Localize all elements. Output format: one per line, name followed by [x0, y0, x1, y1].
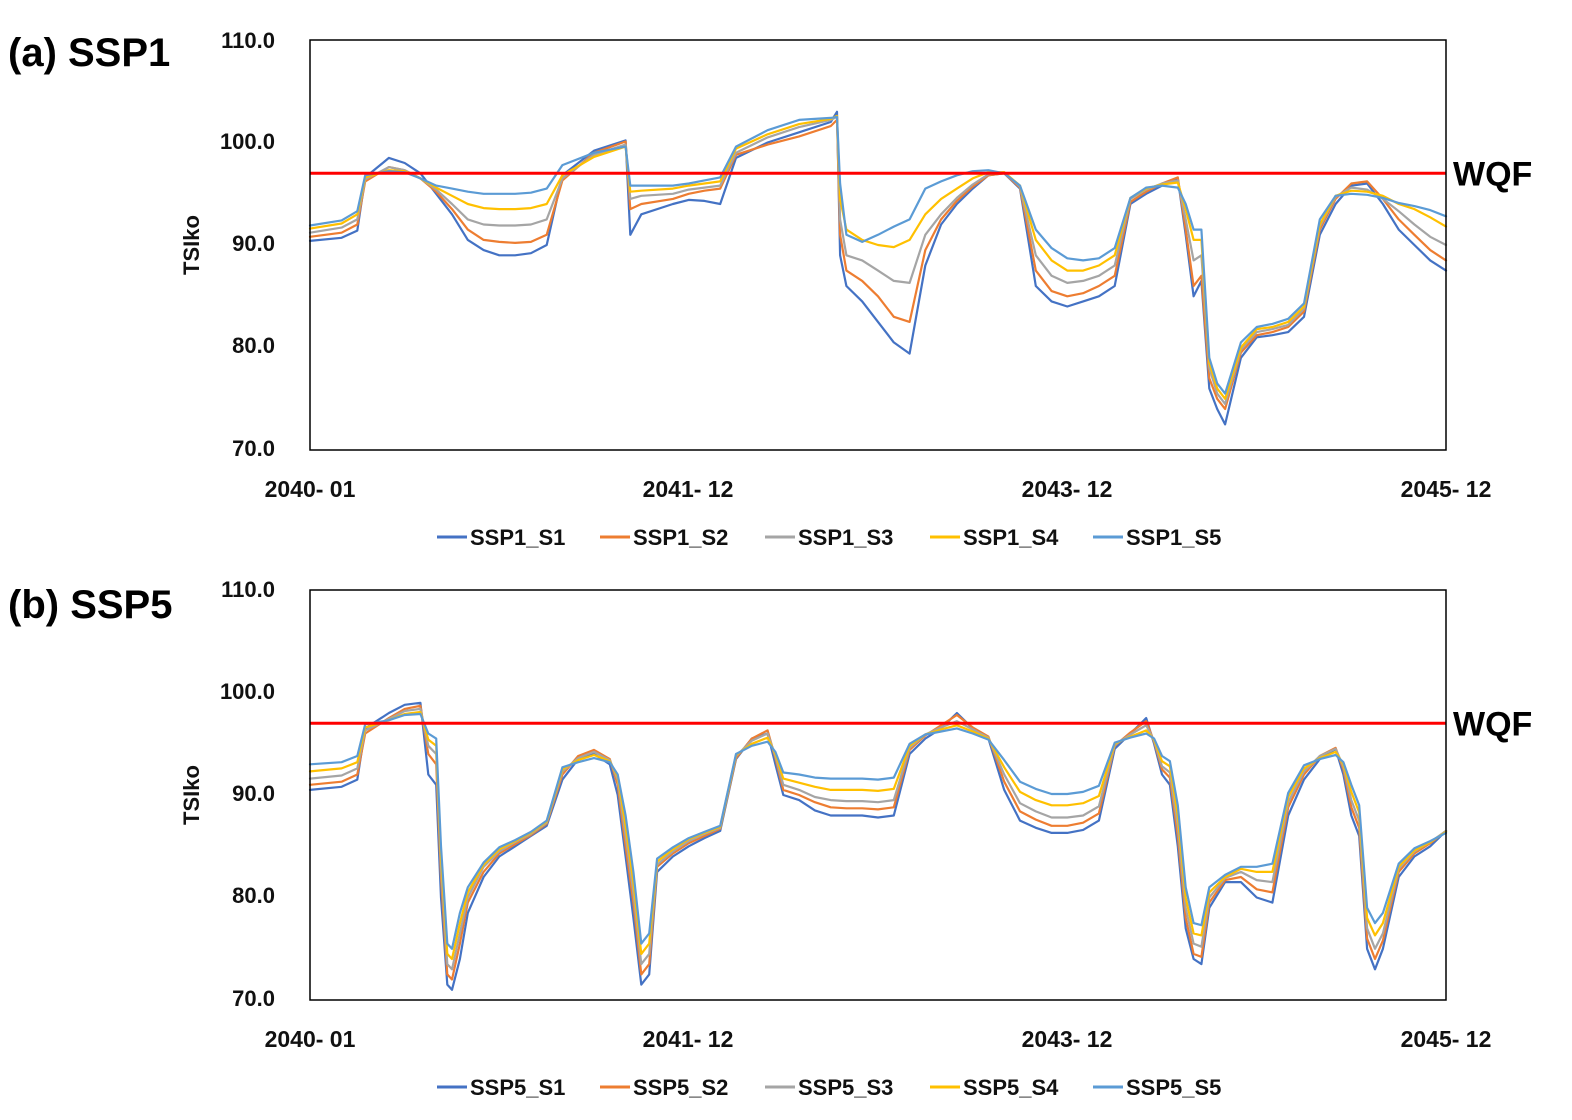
- series-line-ssp1-s2: [308, 118, 1448, 411]
- panel-b-x-tick: 2045- 12: [1401, 1026, 1492, 1052]
- panel-a-label: (a) SSP1: [8, 31, 170, 75]
- panel-b-legend-label: SSP5_S3: [798, 1075, 893, 1100]
- panel-b-label: (b) SSP5: [8, 583, 172, 627]
- series-line-ssp5-s3: [308, 707, 1448, 971]
- panel-a-y-tick: 90.0: [232, 231, 275, 256]
- panel-b-x-tick: 2040- 01: [265, 1026, 356, 1052]
- panel-b-y-tick: 80.0: [232, 883, 275, 908]
- series-line-ssp1-s3: [308, 115, 1448, 405]
- panel-b-y-ticks: 70.0 80.0 90.0 100.0 110.0: [220, 577, 275, 1011]
- panel-a-x-tick: 2041- 12: [643, 476, 734, 502]
- panel-a-series: [308, 110, 1448, 426]
- series-line-ssp5-s1: [308, 701, 1448, 991]
- panel-b-series: [308, 701, 1448, 991]
- panel-a-y-tick: 110.0: [221, 28, 275, 53]
- panel-a-wqf-label: WQF: [1453, 155, 1532, 193]
- panel-b-legend-label: SSP5_S2: [633, 1075, 728, 1100]
- panel-b-wqf-label: WQF: [1453, 705, 1532, 743]
- panel-b-legend-label: SSP5_S1: [470, 1075, 565, 1100]
- panel-a-legend-label: SSP1_S4: [963, 525, 1059, 550]
- panel-a-y-axis-title: TSIko: [179, 215, 204, 275]
- panel-a-x-tick: 2043- 12: [1022, 476, 1113, 502]
- panel-a-legend-label: SSP1_S5: [1126, 525, 1221, 550]
- series-line-ssp5-s4: [308, 710, 1448, 961]
- panel-a-legend-label: SSP1_S2: [633, 525, 728, 550]
- panel-b-legend-label: SSP5_S4: [963, 1075, 1059, 1100]
- series-line-ssp5-s5: [308, 712, 1448, 950]
- panel-b-legend-label: SSP5_S5: [1126, 1075, 1221, 1100]
- panel-a-y-ticks: 70.0 80.0 90.0 100.0 110.0: [220, 28, 275, 461]
- series-line-ssp1-s4: [308, 114, 1448, 400]
- panel-b-y-axis-title: TSIko: [179, 765, 204, 825]
- panel-a-plot-frame: [309, 39, 1447, 451]
- panel-b: (b) SSP5 TSIko 70.0 80.0 90.0 100.0 110.…: [8, 577, 1532, 1100]
- panel-a: (a) SSP1 TSIko 70.0 80.0 90.0 100.0 110.…: [8, 28, 1532, 550]
- panel-b-x-tick: 2041- 12: [643, 1026, 734, 1052]
- panel-a-y-tick: 70.0: [232, 436, 275, 461]
- panel-b-y-tick: 90.0: [232, 781, 275, 806]
- panel-a-x-tick: 2040- 01: [265, 476, 356, 502]
- panel-b-y-tick: 110.0: [221, 577, 275, 602]
- panel-b-y-tick: 100.0: [220, 679, 275, 704]
- panel-a-legend: SSP1_S1 SSP1_S2 SSP1_S3 SSP1_S4 SSP1_S5: [437, 525, 1221, 550]
- panel-b-x-ticks: 2040- 01 2041- 12 2043- 12 2045- 12: [265, 1026, 1492, 1052]
- series-line-ssp1-s1: [308, 110, 1448, 426]
- panel-a-y-tick: 80.0: [232, 333, 275, 358]
- panel-b-y-tick: 70.0: [232, 986, 275, 1011]
- panel-b-plot-frame: [309, 589, 1447, 1001]
- panel-b-x-tick: 2043- 12: [1022, 1026, 1113, 1052]
- series-line-ssp1-s5: [308, 115, 1448, 395]
- panel-a-legend-label: SSP1_S3: [798, 525, 893, 550]
- panel-a-y-tick: 100.0: [220, 129, 275, 154]
- panel-b-legend: SSP5_S1 SSP5_S2 SSP5_S3 SSP5_S4 SSP5_S5: [437, 1075, 1221, 1100]
- panel-a-legend-label: SSP1_S1: [470, 525, 565, 550]
- panel-a-x-ticks: 2040- 01 2041- 12 2043- 12 2045- 12: [265, 476, 1492, 502]
- series-line-ssp5-s2: [308, 704, 1448, 981]
- panel-a-x-tick: 2045- 12: [1401, 476, 1492, 502]
